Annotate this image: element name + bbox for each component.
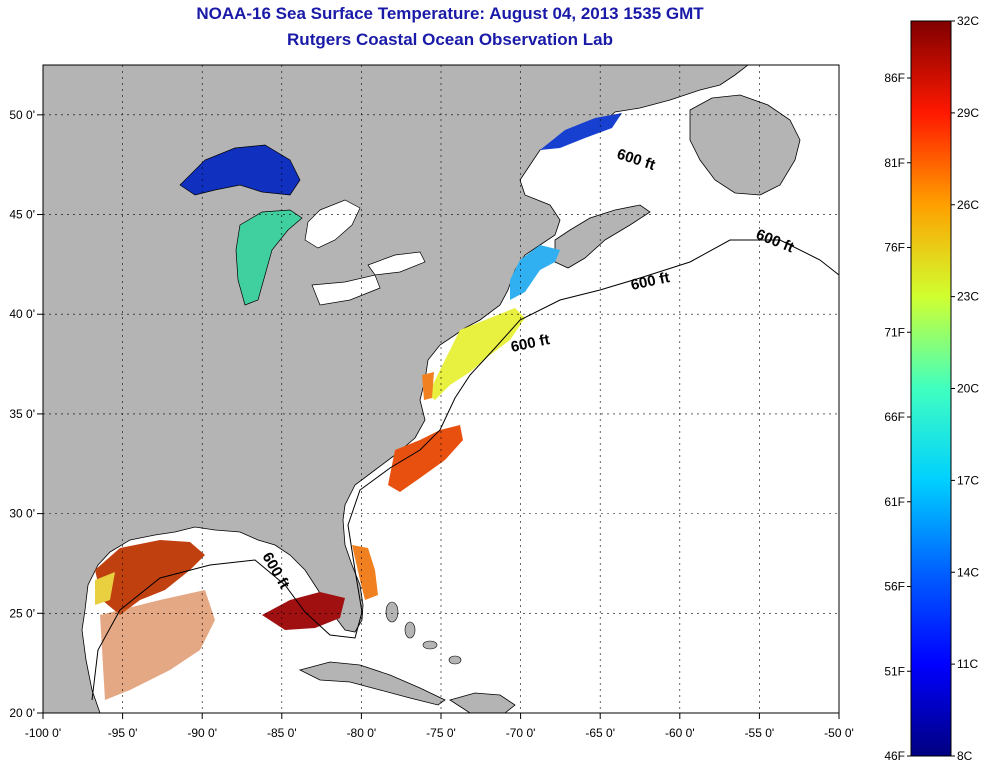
sst-gulf-south <box>100 590 215 700</box>
x-tick-label: -90 0' <box>187 726 217 740</box>
sst-mid-atlantic <box>422 308 525 400</box>
y-tick-label: 50 0' <box>9 108 35 122</box>
sst-gulf-of-st-lawrence <box>540 113 622 150</box>
colorbar-label-c: 23C <box>957 290 979 304</box>
x-tick-label: -95 0' <box>108 726 138 740</box>
colorbar-label-f: 46F <box>884 749 905 763</box>
y-axis: 20 0' 25 0' 30 0' 35 0' 40 0' 45 0' 50 0' <box>9 108 43 720</box>
map-subtitle: Rutgers Coastal Ocean Observation Lab <box>287 30 613 49</box>
map-title: NOAA-16 Sea Surface Temperature: August … <box>196 4 704 23</box>
land-bahamas <box>385 601 462 665</box>
x-tick-label: -70 0' <box>506 726 536 740</box>
great-lakes <box>304 199 426 306</box>
sst-gulf-east <box>262 592 345 630</box>
colorbar-label-c: 26C <box>957 198 979 212</box>
colorbar-label-c: 14C <box>957 565 979 579</box>
colorbar-label-f: 81F <box>884 156 905 170</box>
colorbar-label-f: 61F <box>884 495 905 509</box>
colorbar-label-f: 56F <box>884 580 905 594</box>
land-cuba <box>298 661 446 706</box>
colorbar-label-c: 20C <box>957 382 979 396</box>
x-tick-label: -60 0' <box>665 726 695 740</box>
graticule <box>43 65 839 713</box>
land-nova-scotia <box>554 204 651 269</box>
y-tick-label: 35 0' <box>9 407 35 421</box>
colorbar-label-c: 11C <box>957 657 978 671</box>
y-tick-label: 20 0' <box>9 706 35 720</box>
colorbar <box>910 20 952 757</box>
colorbar-label-c: 29C <box>957 106 979 120</box>
colorbar-ticks: 32C 29C 26C 23C 20C 17C 14C 11C 8C 86F 81F 76F 71F 66… <box>884 14 979 763</box>
lake-superior-sst <box>179 144 301 196</box>
x-tick-label: -55 0' <box>745 726 775 740</box>
isobath-600ft <box>91 239 839 701</box>
colorbar-label-c: 8C <box>957 749 973 763</box>
x-tick-label: -65 0' <box>585 726 615 740</box>
y-tick-label: 25 0' <box>9 606 35 620</box>
sst-gulf-of-maine <box>510 245 560 300</box>
colorbar-label-f: 76F <box>884 241 905 255</box>
x-tick-label: -100 0' <box>25 726 61 740</box>
y-tick-label: 45 0' <box>9 208 35 222</box>
colorbar-label-f: 86F <box>884 71 905 85</box>
x-tick-label: -50 0' <box>824 726 854 740</box>
x-axis: -100 0' -95 0' -90 0' -85 0' -80 0' -75 0' -70… <box>25 713 854 740</box>
lake-michigan-sst <box>235 209 303 306</box>
colorbar-label-f: 66F <box>884 410 905 424</box>
sst-southeast <box>388 425 463 492</box>
colorbar-label-f: 51F <box>884 664 905 678</box>
y-tick-label: 40 0' <box>9 307 35 321</box>
x-tick-label: -75 0' <box>426 726 456 740</box>
land-hispaniola <box>449 692 516 713</box>
y-tick-label: 30 0' <box>9 507 35 521</box>
x-tick-label: -80 0' <box>347 726 377 740</box>
x-tick-label: -85 0' <box>267 726 297 740</box>
land-newfoundland <box>689 94 801 196</box>
colorbar-label-c: 17C <box>957 473 979 487</box>
colorbar-label-c: 32C <box>957 14 979 28</box>
sst-florida-east <box>352 545 378 600</box>
colorbar-label-f: 71F <box>884 325 905 339</box>
